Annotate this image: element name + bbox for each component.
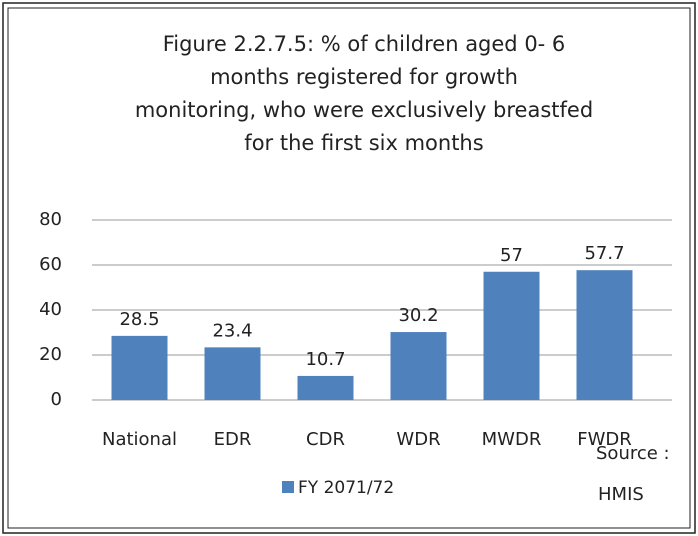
data-label: 57.7 [584, 243, 624, 264]
y-tick-label: 80 [39, 209, 62, 230]
bar [204, 347, 261, 400]
y-tick-label: 60 [39, 254, 62, 275]
source-note: Source : [596, 443, 670, 464]
y-tick-label: 20 [39, 344, 62, 365]
bar [576, 270, 633, 400]
bar [390, 332, 447, 400]
data-label: 23.4 [212, 320, 252, 341]
chart-title: Figure 2.2.7.5: % of children aged 0- 6 [163, 32, 566, 56]
x-tick-label: National [102, 429, 177, 450]
data-label: 10.7 [305, 349, 345, 370]
data-label: 57 [500, 245, 523, 266]
y-tick-label: 0 [51, 389, 62, 410]
bar [297, 375, 354, 400]
bar [483, 271, 540, 400]
chart-title: months registered for growth [210, 65, 518, 89]
chart-title: for the first six months [244, 131, 483, 155]
legend-label: FY 2071/72 [298, 478, 394, 498]
x-tick-label: FWDR [577, 429, 632, 450]
inner-border [7, 7, 691, 529]
x-tick-label: WDR [396, 429, 440, 450]
source-note: HMIS [598, 484, 644, 505]
data-label: 28.5 [119, 309, 159, 330]
bar [111, 335, 168, 400]
y-tick-label: 40 [39, 299, 62, 320]
x-tick-label: CDR [306, 429, 345, 450]
x-tick-label: MWDR [482, 429, 542, 450]
data-label: 30.2 [398, 305, 438, 326]
chart-title: monitoring, who were exclusively breastf… [135, 98, 593, 122]
legend-swatch [282, 481, 294, 493]
x-tick-label: EDR [214, 429, 252, 450]
